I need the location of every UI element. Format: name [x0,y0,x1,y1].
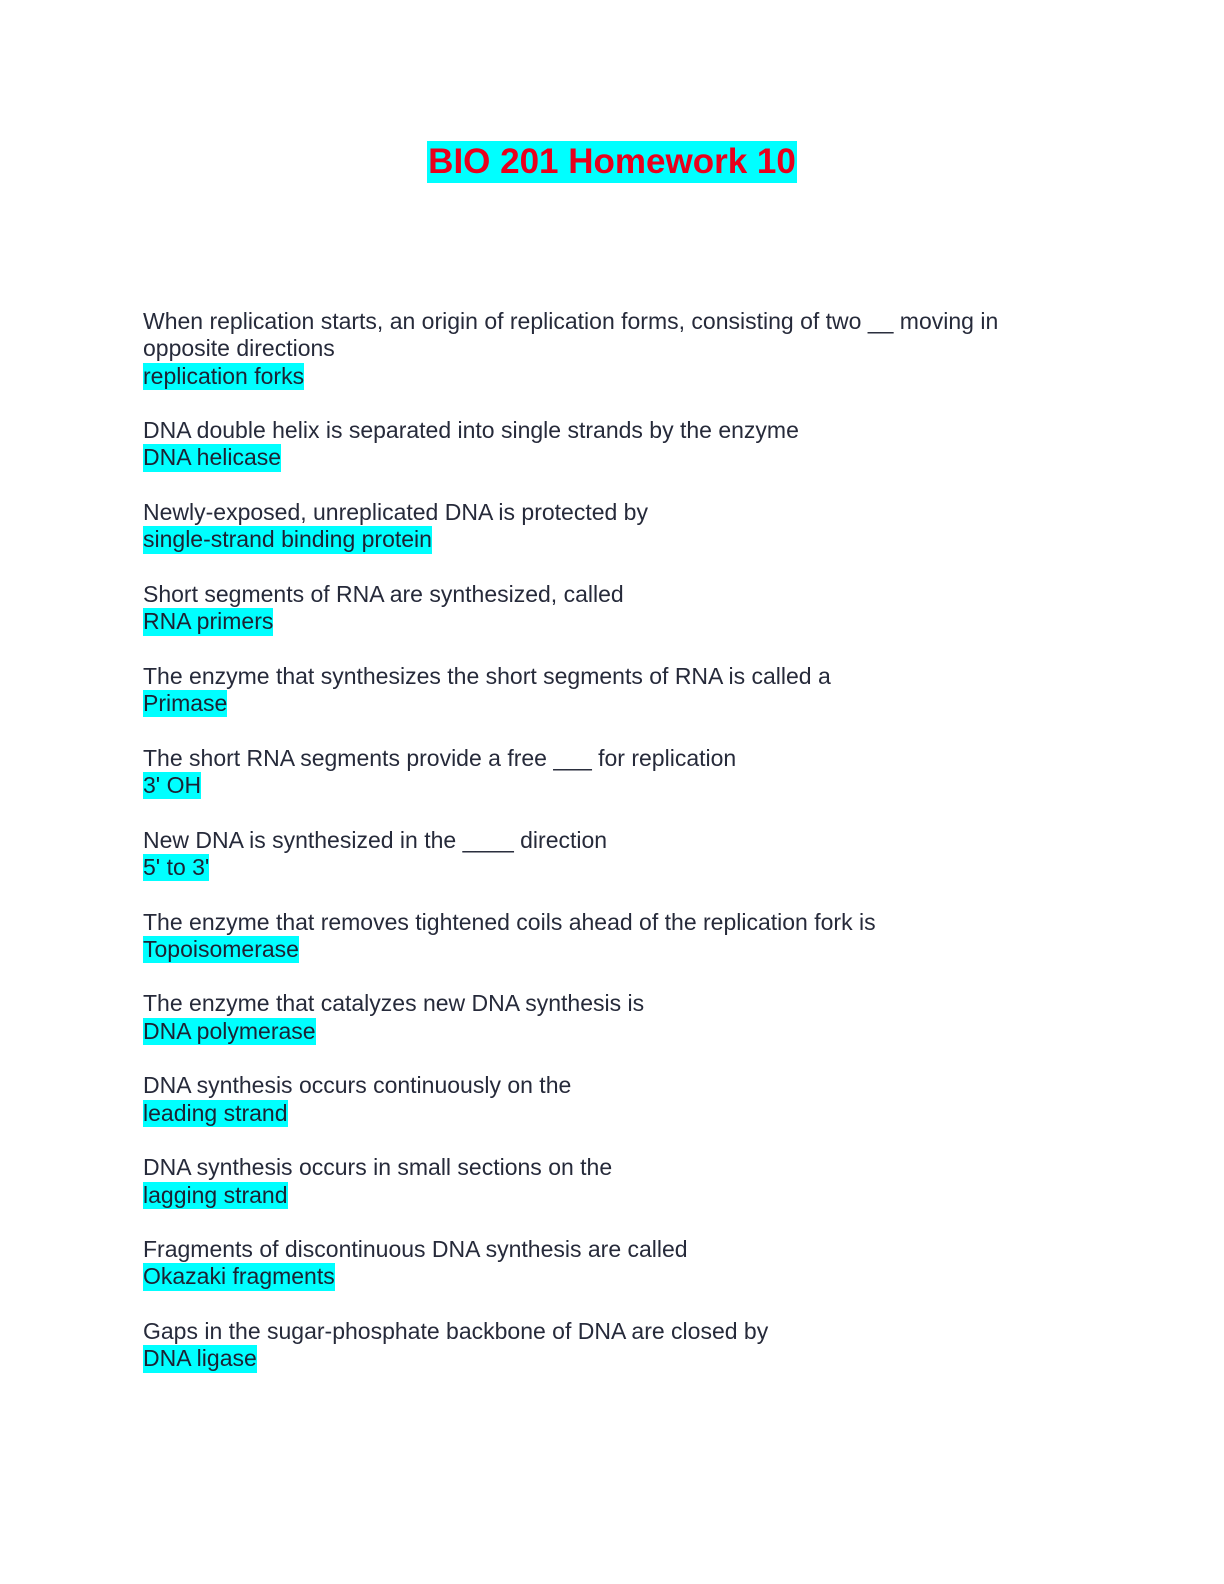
answer-highlight: replication forks [143,362,305,390]
page-title: BIO 201 Homework 10 [427,141,797,183]
question-item: The enzyme that catalyzes new DNA synthe… [143,990,1043,1046]
question-item: The short RNA segments provide a free __… [143,745,1043,800]
question-text: The enzyme that synthesizes the short se… [143,662,831,689]
answer-highlight: lagging strand [143,1181,288,1209]
question-text: DNA synthesis occurs in small sections o… [143,1154,613,1181]
question-list: When replication starts, an origin of re… [143,308,1043,1400]
question-text: Gaps in the sugar-phosphate backbone of … [143,1317,769,1344]
question-item: The enzyme that synthesizes the short se… [143,663,1043,718]
answer-highlight: Primase [143,690,228,718]
question-text: Newly-exposed, unreplicated DNA is prote… [143,499,648,526]
question-text: DNA double helix is separated into singl… [143,417,799,444]
answer-highlight: DNA polymerase [143,1017,316,1046]
question-text: The short RNA segments provide a free __… [143,744,737,771]
question-item: Newly-exposed, unreplicated DNA is prote… [143,499,1043,554]
question-item: Short segments of RNA are synthesized, c… [143,581,1043,636]
question-text: The enzyme that catalyzes new DNA synthe… [143,990,645,1017]
question-item: Gaps in the sugar-phosphate backbone of … [143,1318,1043,1373]
question-item: DNA synthesis occurs in small sections o… [143,1154,1043,1209]
question-item: The enzyme that removes tightened coils … [143,909,1043,964]
answer-highlight: 5' to 3' [143,853,210,882]
question-item: DNA synthesis occurs continuously on the… [143,1072,1043,1127]
question-item: DNA double helix is separated into singl… [143,417,1043,472]
question-item: When replication starts, an origin of re… [143,308,1043,390]
question-text: Short segments of RNA are synthesized, c… [143,580,624,607]
answer-highlight: DNA ligase [143,1345,257,1373]
question-item: Fragments of discontinuous DNA synthesis… [143,1236,1043,1291]
answer-highlight: DNA helicase [143,444,282,472]
answer-highlight: single-strand binding protein [143,526,432,554]
answer-highlight: leading strand [143,1099,288,1127]
answer-highlight: RNA primers [143,608,274,636]
answer-highlight: 3' OH [143,772,202,800]
question-text: New DNA is synthesized in the ____ direc… [143,826,608,853]
answer-highlight: Okazaki fragments [143,1263,335,1291]
question-text: When replication starts, an origin of re… [143,308,999,362]
answer-highlight: Topoisomerase [143,935,299,964]
title-container: BIO 201 Homework 10 [0,141,1224,183]
question-item: New DNA is synthesized in the ____ direc… [143,827,1043,882]
question-text: DNA synthesis occurs continuously on the [143,1072,572,1099]
question-text: The enzyme that removes tightened coils … [143,908,876,935]
question-text: Fragments of discontinuous DNA synthesis… [143,1236,688,1263]
